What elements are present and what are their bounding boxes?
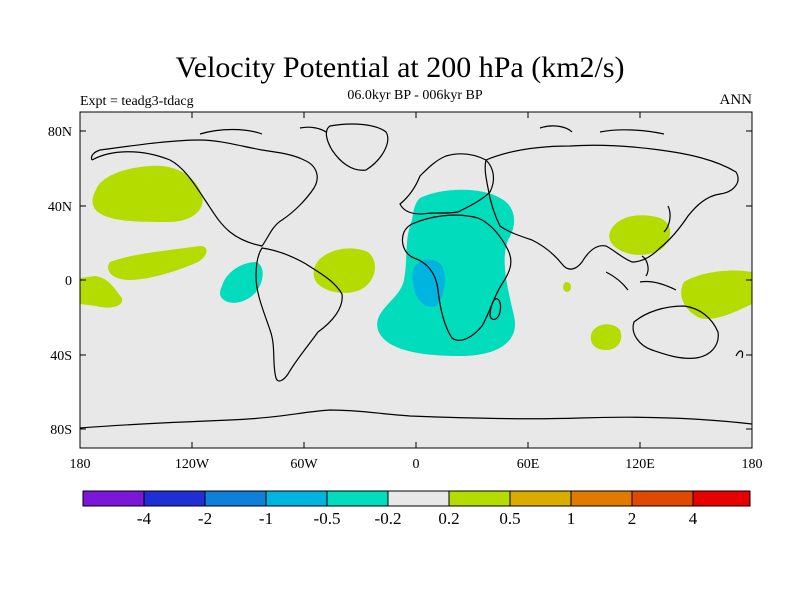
lat-tick-label: 80S bbox=[50, 423, 72, 438]
colorbar-label: -0.2 bbox=[375, 509, 402, 528]
colorbar-box bbox=[570, 490, 633, 507]
contour-positive-west-pacific bbox=[681, 270, 752, 319]
season-label: ANN bbox=[719, 92, 753, 108]
colorbar-box bbox=[692, 490, 751, 507]
contour-positive-tropical-pacific bbox=[108, 246, 207, 280]
lat-axis: 80N 40N 0 40S 80S bbox=[48, 125, 752, 438]
contour-positive-indian-ocean bbox=[590, 324, 622, 350]
colorbar-label: -1 bbox=[259, 509, 273, 528]
colorbar-label: -2 bbox=[198, 509, 212, 528]
contour-negative-east-pacific bbox=[220, 262, 263, 303]
contour-positive-west-pacific-edge bbox=[80, 276, 123, 308]
contour-negative-congo-core bbox=[412, 259, 445, 307]
colorbar-box bbox=[631, 490, 694, 507]
lon-tick-label: 180 bbox=[70, 457, 91, 472]
colorbar-label: -4 bbox=[137, 509, 152, 528]
colorbar-label: 0.2 bbox=[438, 509, 459, 528]
contour-positive-north-pacific bbox=[92, 165, 203, 222]
lon-tick-label: 60E bbox=[517, 457, 540, 472]
lat-tick-label: 40N bbox=[48, 200, 72, 215]
colorbar-label: 0.5 bbox=[499, 509, 520, 528]
colorbar-label: -0.5 bbox=[314, 509, 341, 528]
colorbar-box bbox=[387, 490, 450, 507]
lat-tick-label: 0 bbox=[65, 274, 72, 289]
contour-positive-east-asia bbox=[609, 215, 671, 255]
lon-tick-label: 0 bbox=[413, 457, 420, 472]
lon-tick-label: 60W bbox=[290, 457, 318, 472]
colorbar-box bbox=[448, 490, 511, 507]
colorbar-box bbox=[265, 490, 328, 507]
lon-tick-label: 120W bbox=[175, 457, 210, 472]
colorbar-label: 4 bbox=[689, 509, 698, 528]
colorbar-box bbox=[204, 490, 267, 507]
contour-positive-small bbox=[563, 282, 571, 292]
lon-tick-label: 120E bbox=[625, 457, 655, 472]
colorbar-box bbox=[326, 490, 389, 507]
contour-positive-atlantic bbox=[313, 248, 375, 293]
colorbar-label: 1 bbox=[567, 509, 576, 528]
experiment-label: Expt = teadg3-tdacg bbox=[80, 94, 194, 109]
lat-tick-label: 40S bbox=[50, 349, 72, 364]
coastlines bbox=[80, 123, 752, 429]
map-subtitle: 06.0kyr BP - 006kyr BP bbox=[347, 88, 483, 103]
contour-negative-africa bbox=[377, 189, 516, 356]
lon-axis: 180 120W 60W 0 60E 120E 180 bbox=[70, 112, 763, 472]
lat-tick-label: 80N bbox=[48, 125, 72, 140]
lon-tick-label: 180 bbox=[742, 457, 763, 472]
colorbar-box bbox=[143, 490, 206, 507]
colorbar-label: 2 bbox=[628, 509, 637, 528]
map-title: Velocity Potential at 200 hPa (km2/s) bbox=[175, 51, 625, 84]
colorbar-box bbox=[82, 490, 145, 507]
colorbar: -4 -2 -1 -0.5 -0.2 0.2 0.5 1 2 4 bbox=[82, 490, 751, 528]
colorbar-box bbox=[509, 490, 572, 507]
